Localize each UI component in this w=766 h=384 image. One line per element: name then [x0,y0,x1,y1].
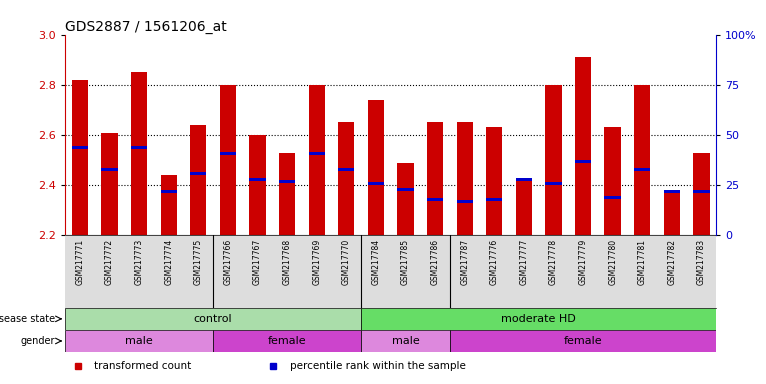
Bar [65,308,361,330]
Bar [634,168,650,171]
Text: GSM217784: GSM217784 [372,239,381,285]
Bar [190,172,206,175]
Bar [457,200,473,203]
Bar [545,85,561,235]
Bar [457,122,473,235]
Bar [250,178,266,181]
Text: percentile rank within the sample: percentile rank within the sample [290,361,466,371]
Text: GSM217778: GSM217778 [549,239,558,285]
Text: GSM217773: GSM217773 [135,239,143,285]
Bar [131,146,147,149]
Bar [575,160,591,163]
Bar [101,132,118,235]
Bar [72,146,88,149]
Text: male: male [391,336,419,346]
Text: disease state: disease state [0,314,55,324]
Bar [309,152,325,155]
Bar [279,152,295,235]
Bar [368,100,384,235]
Text: GSM217775: GSM217775 [194,239,203,285]
Text: GSM217771: GSM217771 [75,239,84,285]
Bar [486,198,502,201]
Bar [693,190,709,193]
Bar [161,190,177,193]
Text: GSM217776: GSM217776 [489,239,499,285]
Bar [575,57,591,235]
Bar [427,198,444,201]
Bar [361,330,450,352]
Text: GSM217787: GSM217787 [460,239,469,285]
Text: GSM217782: GSM217782 [667,239,676,285]
Bar [368,182,384,185]
Text: control: control [194,314,232,324]
Bar [663,190,680,193]
Text: GSM217785: GSM217785 [401,239,410,285]
Text: GSM217783: GSM217783 [697,239,706,285]
Bar [338,122,355,235]
Text: GSM217772: GSM217772 [105,239,114,285]
Bar [634,85,650,235]
Text: female: female [268,336,306,346]
Bar [427,122,444,235]
Text: GSM217781: GSM217781 [638,239,647,285]
Bar [693,152,709,235]
Text: gender: gender [21,336,55,346]
Bar [604,127,620,235]
Bar [486,127,502,235]
Text: transformed count: transformed count [94,361,192,371]
Bar [516,178,532,181]
Bar [220,152,236,155]
Bar [72,80,88,235]
Bar [279,180,295,183]
Bar [213,330,361,352]
Text: GSM217766: GSM217766 [224,239,232,285]
Text: GDS2887 / 1561206_at: GDS2887 / 1561206_at [65,20,227,33]
Text: GSM217777: GSM217777 [519,239,529,285]
Bar [604,196,620,199]
Bar [398,163,414,235]
Bar [250,135,266,235]
Bar [101,168,118,171]
Bar [663,193,680,235]
Text: GSM217779: GSM217779 [578,239,588,285]
Bar [361,308,716,330]
Bar [131,72,147,235]
Bar [190,125,206,235]
Text: GSM217767: GSM217767 [253,239,262,285]
Text: male: male [125,336,153,346]
Bar [450,330,716,352]
Bar [338,168,355,171]
Text: GSM217780: GSM217780 [608,239,617,285]
Bar [516,178,532,235]
Text: GSM217774: GSM217774 [164,239,173,285]
Bar [161,175,177,235]
Bar [398,188,414,191]
Bar [545,182,561,185]
Text: GSM217769: GSM217769 [313,239,321,285]
Bar [309,85,325,235]
Text: GSM217768: GSM217768 [283,239,292,285]
Text: GSM217786: GSM217786 [430,239,440,285]
Bar [65,330,213,352]
Text: female: female [564,336,602,346]
Text: GSM217770: GSM217770 [342,239,351,285]
Bar [220,85,236,235]
Text: moderate HD: moderate HD [501,314,576,324]
